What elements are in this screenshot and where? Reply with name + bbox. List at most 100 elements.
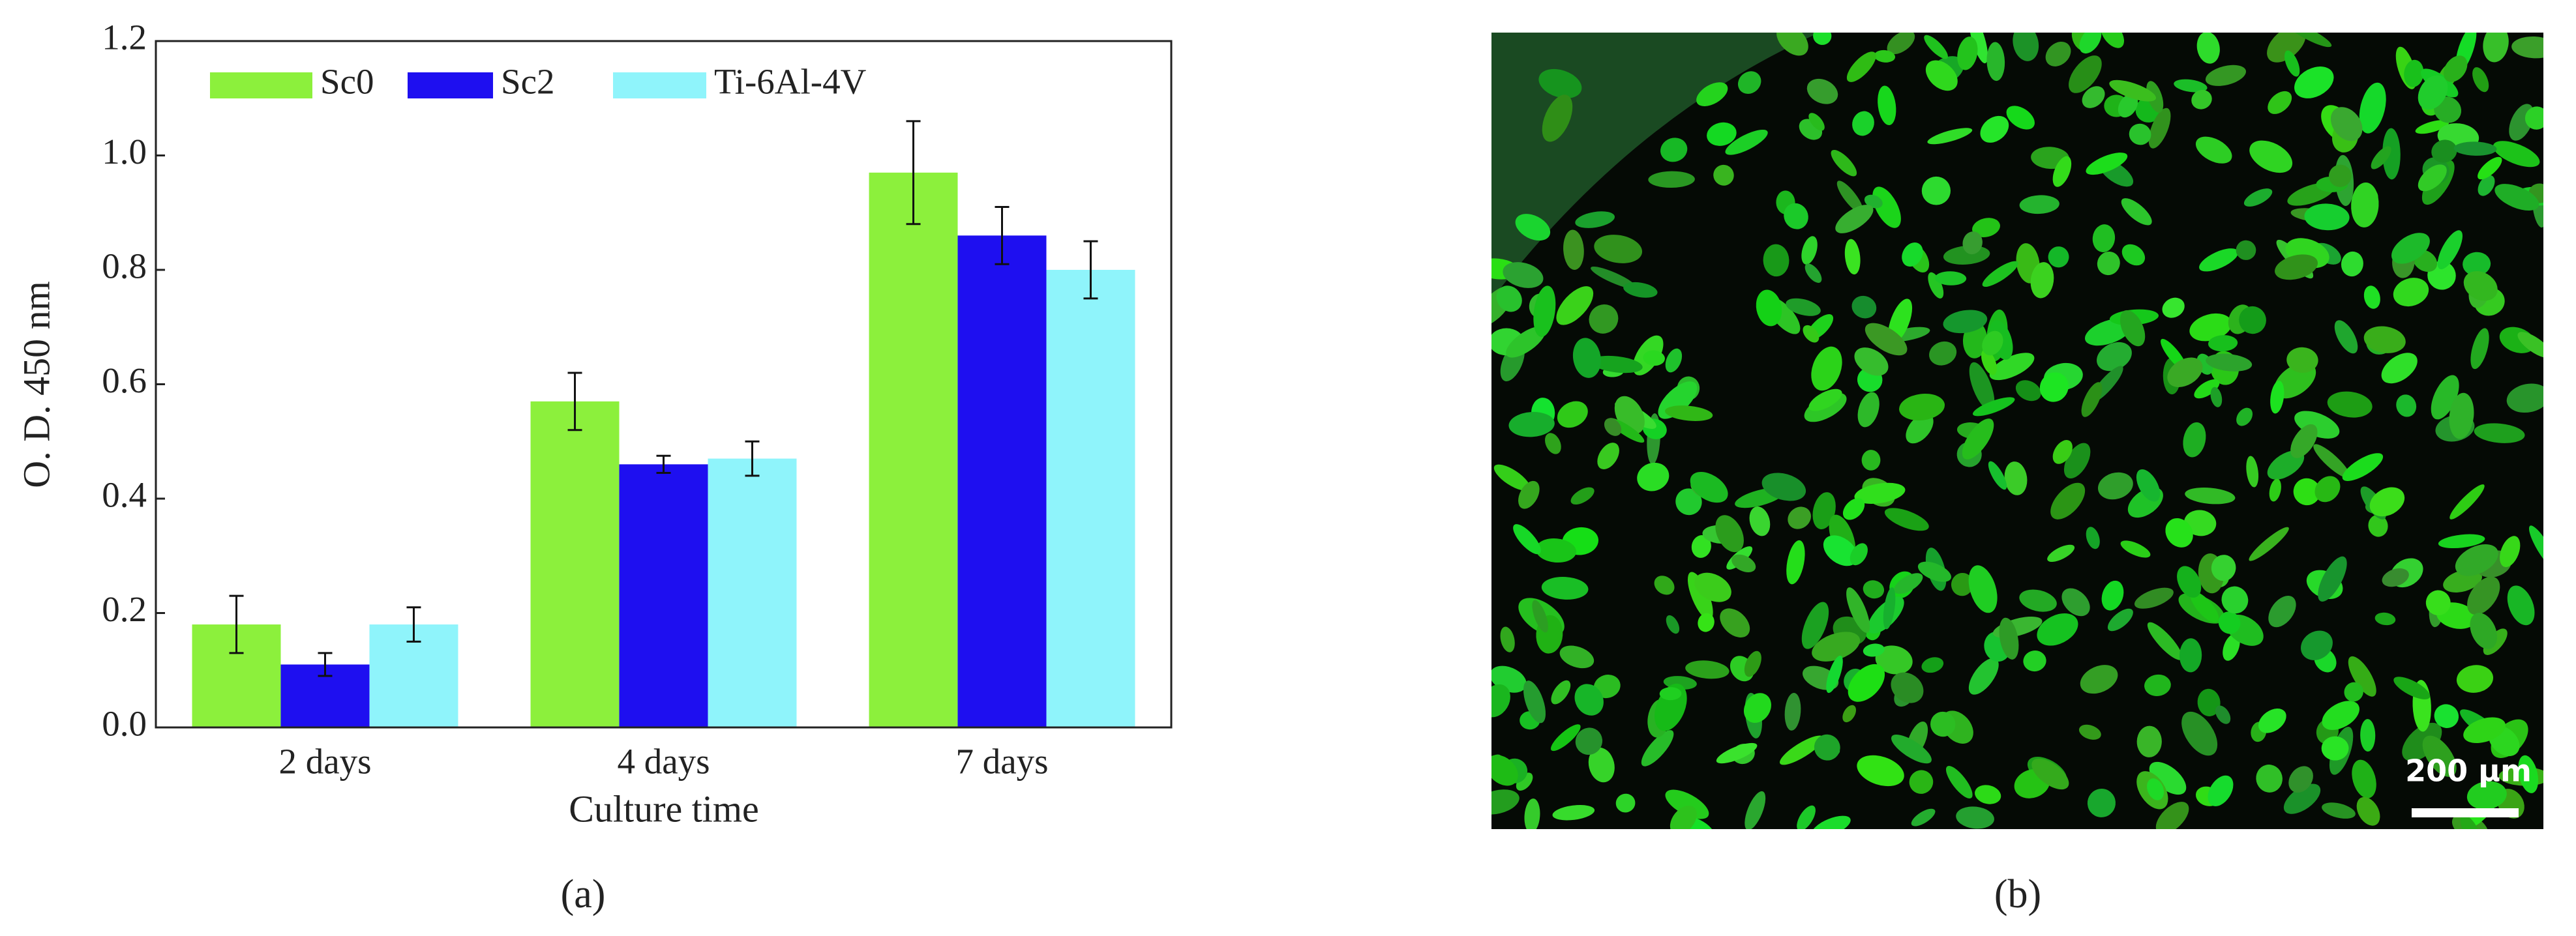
cell xyxy=(1690,472,1728,503)
cell xyxy=(1707,122,1737,146)
cell xyxy=(1643,350,1665,366)
cell xyxy=(2422,735,2457,777)
cell xyxy=(1957,37,1978,70)
cell xyxy=(2463,717,2506,744)
cell xyxy=(2284,50,2300,77)
cell xyxy=(1594,235,1643,263)
cell xyxy=(1808,113,1825,131)
cell xyxy=(1846,587,1870,633)
cell xyxy=(1973,397,2015,417)
cell xyxy=(2050,482,2086,519)
cell xyxy=(2185,487,2236,505)
error-bar xyxy=(567,372,582,431)
cell xyxy=(2047,544,2075,563)
cell xyxy=(1813,33,1832,45)
cell xyxy=(1808,388,1842,411)
cell xyxy=(1911,808,1936,826)
cell xyxy=(1550,724,1581,752)
cell xyxy=(1801,602,1829,649)
cell xyxy=(1878,85,1896,125)
cell xyxy=(2119,310,2146,347)
cell xyxy=(2249,527,2289,561)
cell xyxy=(1909,770,1934,794)
cell xyxy=(2363,326,2406,353)
cell xyxy=(2396,394,2417,417)
cell xyxy=(2190,591,2219,623)
cell xyxy=(1844,239,1861,275)
cell xyxy=(2478,156,2502,180)
cell xyxy=(2144,674,2171,696)
cell xyxy=(2107,608,2133,632)
error-bar xyxy=(406,606,421,643)
cell xyxy=(1875,645,1913,675)
cell xyxy=(2507,585,2535,626)
cell xyxy=(2052,440,2073,464)
cell xyxy=(2327,391,2373,418)
cell xyxy=(1982,330,2003,356)
cell xyxy=(2048,246,2069,268)
cell xyxy=(2061,588,2090,617)
cell xyxy=(1962,418,1994,460)
cell xyxy=(2517,332,2543,358)
cell xyxy=(1761,473,1806,501)
error-bar xyxy=(1083,240,1098,300)
cell xyxy=(2199,248,2239,272)
cell xyxy=(2081,382,2103,417)
cell xyxy=(2360,719,2376,752)
cell xyxy=(1532,600,1548,633)
cell xyxy=(2097,251,2120,276)
cell xyxy=(2467,576,2500,615)
cell xyxy=(1725,129,1768,155)
cell xyxy=(2019,195,2059,214)
cell xyxy=(1874,50,1896,63)
cell xyxy=(1811,346,1842,391)
cell xyxy=(1491,789,1520,815)
cell xyxy=(1552,805,1595,821)
cell xyxy=(1687,572,1713,621)
cell xyxy=(1786,298,1821,316)
cell xyxy=(2079,33,2102,54)
cell xyxy=(2348,656,2376,697)
cell xyxy=(2483,33,2509,63)
cell xyxy=(1563,229,1584,271)
scale-bar xyxy=(2412,808,2519,817)
cell xyxy=(2322,701,2359,730)
cell xyxy=(2437,230,2463,270)
error-bar xyxy=(318,652,333,677)
scale-bar-label: 200 µm xyxy=(2405,753,2532,789)
cell xyxy=(1604,418,1622,436)
cell xyxy=(1788,506,1812,529)
cell xyxy=(2382,128,2401,180)
cell xyxy=(2223,634,2240,661)
cell xyxy=(1523,680,1546,724)
cell xyxy=(2368,514,2388,537)
panel-label: (a) xyxy=(561,872,606,916)
cell xyxy=(1921,657,1944,673)
cell xyxy=(2179,638,2202,673)
cell xyxy=(1665,348,1683,373)
cell xyxy=(1899,393,1945,421)
micrograph-edge xyxy=(1491,33,1820,300)
legend-swatch xyxy=(210,72,312,98)
cell xyxy=(2470,613,2498,649)
cell xyxy=(1921,176,1951,205)
cell xyxy=(1756,289,1782,327)
cell xyxy=(2084,318,2132,346)
cell xyxy=(2121,244,2146,266)
cell xyxy=(1857,392,1880,428)
cell xyxy=(2463,252,2491,276)
cell xyxy=(2101,580,2124,611)
cell xyxy=(2181,711,2218,756)
cell xyxy=(2134,587,2174,609)
cell xyxy=(2147,622,2183,660)
cell xyxy=(2256,765,2283,793)
cell xyxy=(2449,392,2474,439)
cell xyxy=(2404,59,2424,87)
cell xyxy=(2239,306,2266,334)
cell xyxy=(2321,736,2349,761)
legend-swatch xyxy=(408,72,493,98)
cell xyxy=(1515,214,1551,241)
cell xyxy=(2415,120,2449,134)
cell xyxy=(2438,534,2485,549)
cell xyxy=(2524,106,2543,130)
